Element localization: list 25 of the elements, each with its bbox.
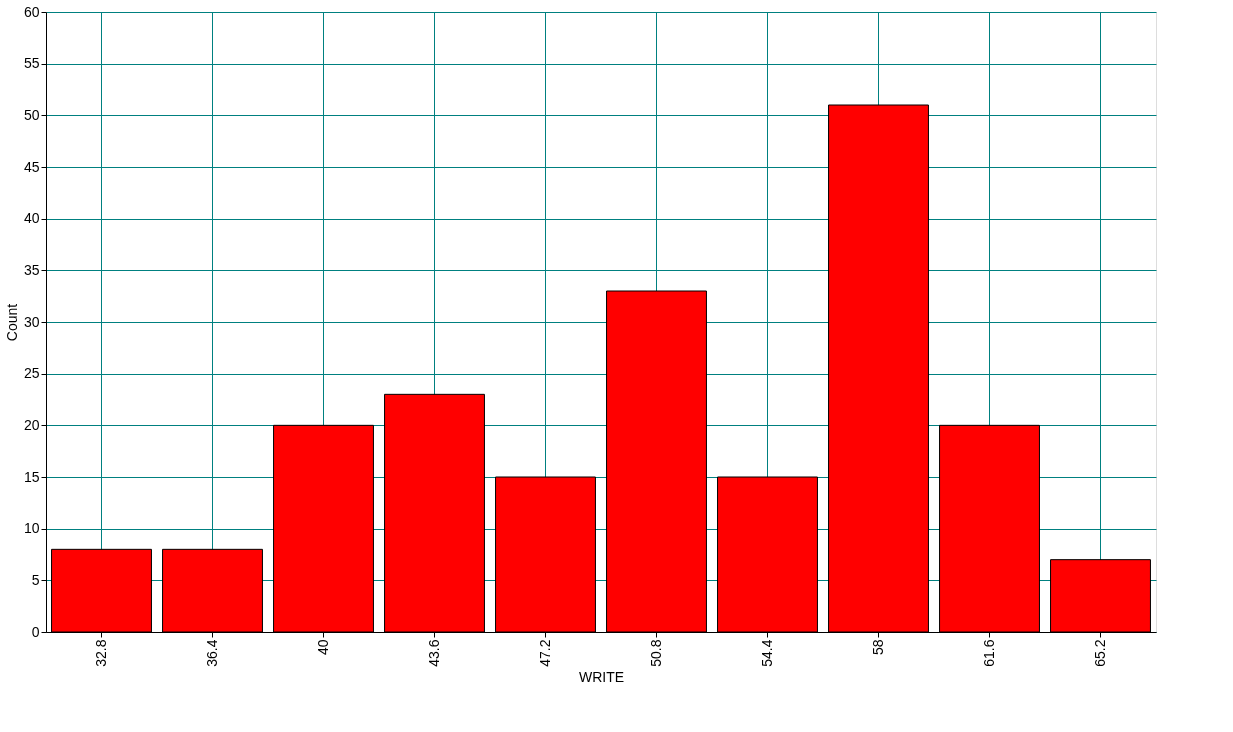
y-tick-label: 5	[31, 571, 40, 588]
x-tick-label: 61.6	[980, 639, 997, 667]
x-tick-label: 47.2	[536, 639, 553, 667]
y-tick-label: 0	[31, 623, 40, 640]
y-tick-label: 20	[23, 416, 40, 433]
x-tick-label: 54.4	[758, 639, 775, 667]
y-tick-label: 50	[23, 106, 40, 123]
y-tick-label: 30	[23, 313, 40, 330]
x-axis-title: WRITE	[578, 668, 625, 685]
y-axis-title: Count	[3, 303, 20, 342]
x-tick-label: 36.4	[203, 639, 220, 667]
y-tick-label: 60	[23, 3, 40, 20]
x-tick-label: 40	[314, 639, 331, 656]
y-tick-label: 35	[23, 261, 40, 278]
y-tick-label: 40	[23, 210, 40, 227]
y-tick-label: 25	[23, 365, 40, 382]
x-tick-label: 43.6	[425, 639, 442, 667]
x-tick-label: 32.8	[92, 639, 109, 667]
x-tick-label: 58	[869, 639, 886, 656]
y-tick-label: 10	[23, 520, 40, 537]
x-tick-label: 65.2	[1091, 639, 1108, 667]
y-tick-label: 55	[23, 55, 40, 72]
y-tick-label: 45	[23, 158, 40, 175]
x-tick-label: 50.8	[647, 639, 664, 667]
y-tick-label: 15	[23, 468, 40, 485]
